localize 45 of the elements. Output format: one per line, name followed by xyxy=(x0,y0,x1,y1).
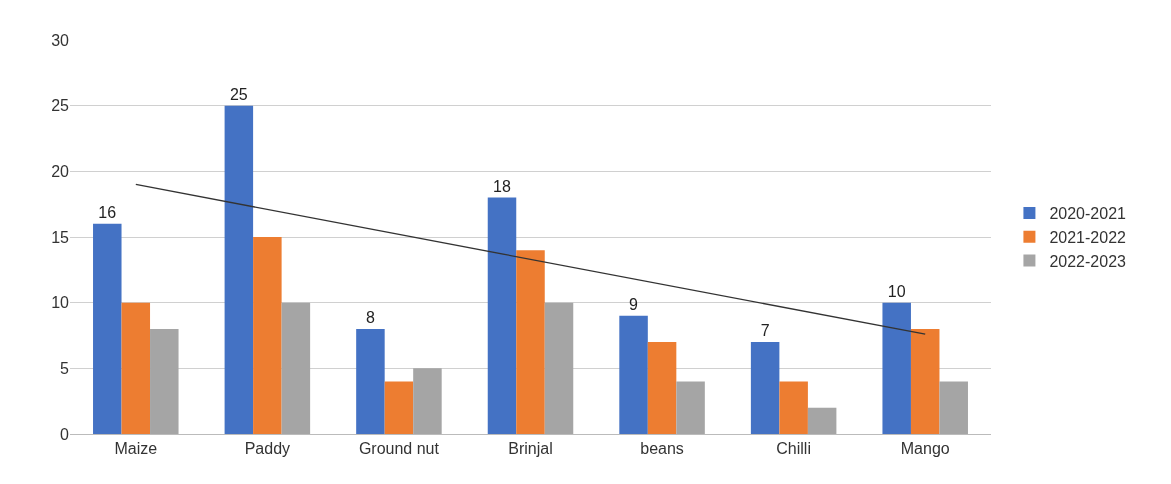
legend-label: 2022-2023 xyxy=(1049,252,1127,270)
bar xyxy=(939,381,968,434)
bar xyxy=(544,302,574,434)
data-label: 25 xyxy=(229,85,248,103)
x-tick-label: Paddy xyxy=(244,440,291,458)
bar xyxy=(882,302,911,434)
bar xyxy=(750,342,780,434)
x-tick-label: Brinjal xyxy=(508,440,553,458)
bar xyxy=(487,197,517,434)
bar xyxy=(779,381,808,434)
legend-label: 2020-2021 xyxy=(1049,205,1127,223)
bar xyxy=(281,302,311,434)
bar xyxy=(619,315,648,434)
y-tick-label: 5 xyxy=(60,359,70,377)
bar xyxy=(150,328,179,434)
bar xyxy=(356,328,385,434)
bar xyxy=(253,237,282,434)
y-tick-label: 30 xyxy=(51,31,70,49)
data-label: 8 xyxy=(365,308,375,326)
bar xyxy=(121,302,151,434)
data-label: 10 xyxy=(887,282,906,300)
data-label: 7 xyxy=(760,322,770,340)
data-label: 9 xyxy=(629,295,639,313)
x-tick-label: Ground nut xyxy=(358,440,440,458)
y-tick-label: 20 xyxy=(51,162,70,180)
bar xyxy=(676,381,705,434)
bar xyxy=(807,407,837,434)
x-tick-label: Maize xyxy=(114,440,158,458)
bar xyxy=(413,368,442,434)
bar xyxy=(647,342,677,434)
x-tick-label: beans xyxy=(640,440,684,458)
data-label: 18 xyxy=(493,177,511,195)
bar xyxy=(93,223,122,434)
y-tick-label: 0 xyxy=(60,425,70,443)
x-tick-label: Mango xyxy=(900,440,950,458)
bar xyxy=(224,105,254,434)
y-tick-label: 15 xyxy=(51,228,70,246)
y-tick-label: 25 xyxy=(51,97,70,115)
data-label: 16 xyxy=(98,203,117,221)
x-tick-label: Chilli xyxy=(776,440,811,458)
legend-label: 2021-2022 xyxy=(1049,228,1127,246)
y-tick-label: 10 xyxy=(51,294,70,312)
bar xyxy=(910,328,940,434)
bar xyxy=(516,250,545,434)
bar xyxy=(384,381,414,434)
